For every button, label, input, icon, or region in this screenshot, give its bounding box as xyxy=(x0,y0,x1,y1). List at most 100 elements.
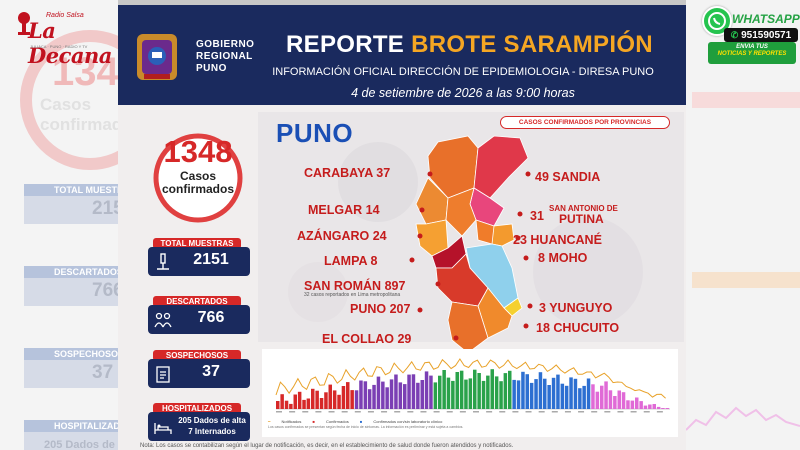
label-carabaya: CARABAYA 37 xyxy=(304,166,391,180)
chart-bar xyxy=(578,388,582,409)
bg-decor xyxy=(692,92,800,108)
chart-bar xyxy=(582,385,586,409)
chart-bar xyxy=(630,400,635,409)
report-header: GOBIERNO REGIONAL PUNO REPORTE BROTE SAR… xyxy=(118,5,686,105)
chart-bar xyxy=(429,375,433,409)
epidemic-curve-svg xyxy=(275,358,670,413)
chart-tick xyxy=(315,411,322,413)
chart-bar xyxy=(398,382,403,409)
chart-bar xyxy=(665,408,670,409)
chart-bar xyxy=(586,378,591,409)
chart-bar xyxy=(438,375,442,409)
chart-bar xyxy=(424,371,429,409)
chart-bar xyxy=(560,383,565,409)
chart-bar xyxy=(595,391,600,409)
lima-note: 32 casos reportados en Lima metropolitan… xyxy=(304,292,401,298)
chart-tick xyxy=(591,411,598,413)
label-yunguyo: 3 YUNGUYO xyxy=(539,301,613,315)
chart-bar xyxy=(503,373,508,409)
people-icon xyxy=(154,312,172,328)
chart-tick xyxy=(473,411,479,413)
chart-notified-line xyxy=(275,358,666,399)
chart-bar xyxy=(473,369,477,409)
chart-bar xyxy=(547,385,551,409)
chart-bar xyxy=(446,377,451,409)
chart-bar xyxy=(407,374,411,409)
chart-tick xyxy=(446,411,453,413)
label-huancane: 23 HUANCANÉ xyxy=(513,233,602,247)
chart-bar xyxy=(516,380,521,409)
whatsapp-badge[interactable]: WHATSAPP ✆ 951590571 ENVIA TUS NOTICIAS … xyxy=(702,4,800,66)
chart-tick xyxy=(302,411,309,413)
confirmed-ring xyxy=(153,133,243,223)
stat-label: TOTAL MUESTRAS xyxy=(153,238,241,249)
chart-bar xyxy=(481,380,486,409)
chart-bar xyxy=(648,404,652,409)
chart-tick xyxy=(551,411,558,413)
label-sandia: 49 SANDIA xyxy=(535,170,601,184)
chart-tick xyxy=(420,411,427,413)
stat-discarded: DESCARTADOS 766 xyxy=(148,296,250,336)
chart-bar xyxy=(389,379,394,409)
chart-bar xyxy=(376,376,381,409)
chart-bar xyxy=(302,399,306,409)
microscope-icon xyxy=(157,253,169,270)
chart-tick xyxy=(381,411,388,413)
chart-bar xyxy=(499,381,503,409)
stat-value: 766 xyxy=(197,309,225,326)
chart-bar xyxy=(416,382,420,409)
chart-tick xyxy=(512,411,519,413)
chart-bar xyxy=(521,371,525,409)
hospital-bed-icon xyxy=(154,423,172,434)
chart-bar xyxy=(534,379,538,409)
confirmed-count: 1348 xyxy=(163,134,233,169)
bg-confirmed-caption: Casos confirmados xyxy=(40,95,118,134)
chart-bar xyxy=(468,378,473,409)
chart-bar xyxy=(367,389,372,409)
chart-bar xyxy=(451,380,455,409)
chart-bar xyxy=(626,400,630,409)
regional-crest-icon xyxy=(137,34,177,80)
logo-text: La Decana xyxy=(28,18,112,68)
chart-bar xyxy=(551,377,556,409)
stat-value: 205 Dados de alta 7 Internados xyxy=(178,416,246,436)
chart-bar xyxy=(538,372,543,409)
chart-bar xyxy=(442,370,446,409)
chart-bar xyxy=(643,405,648,409)
bg-decor xyxy=(692,272,800,288)
label-azangaro: AZÁNGARO 24 xyxy=(297,229,387,243)
chart-tick xyxy=(486,411,493,413)
stat-total-samples: TOTAL MUESTRAS 2151 xyxy=(148,238,250,278)
chart-bar xyxy=(459,370,464,409)
chart-bar xyxy=(311,388,315,409)
chart-bar xyxy=(613,396,617,409)
chart-tick xyxy=(433,411,440,413)
chart-bar xyxy=(604,381,608,409)
chart-bar xyxy=(529,382,534,409)
bg-chart-decor xyxy=(686,406,800,431)
chart-bar xyxy=(564,385,569,409)
report-footnote: Nota: Los casos se contabilizan según el… xyxy=(140,443,514,449)
chart-tick xyxy=(394,411,401,413)
chart-bar xyxy=(608,390,613,409)
bg-confirmed-number: 1348 xyxy=(52,50,118,94)
chart-bar xyxy=(346,382,350,409)
chart-bar xyxy=(354,390,359,409)
chart-bar xyxy=(394,374,398,409)
chart-bar xyxy=(617,390,621,409)
chart-bar xyxy=(324,392,328,409)
chart-tick xyxy=(564,411,571,413)
region-title: PUNO xyxy=(276,118,354,148)
chart-footer: Los casos confirmados se presentan según… xyxy=(268,425,464,429)
chart-bar xyxy=(280,394,284,409)
chart-bar xyxy=(363,381,368,409)
chart-tick xyxy=(604,411,611,413)
chart-tick xyxy=(525,411,532,413)
chart-tick xyxy=(367,411,374,413)
chart-tick xyxy=(538,411,545,413)
chart-tick xyxy=(617,411,624,413)
chart-bar xyxy=(381,381,385,409)
chart-bar xyxy=(306,398,311,409)
puno-province-map xyxy=(409,135,533,354)
